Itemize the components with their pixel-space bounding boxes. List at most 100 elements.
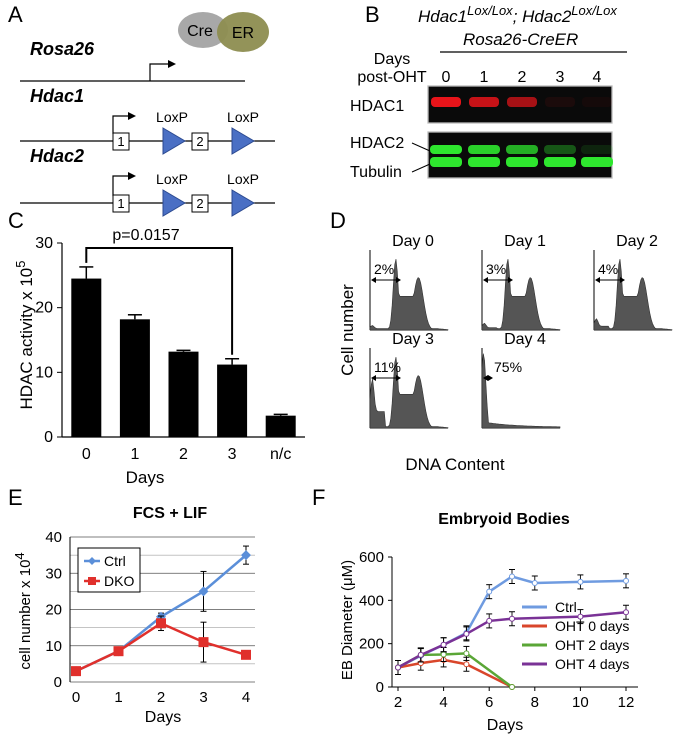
panel-b: B Hdac1Lox/Lox; Hdac2Lox/Lox Rosa26-CreE… [350,2,627,181]
hdac2-band-lane-2 [506,145,538,154]
f-legend-label-1: OHT 0 days [555,618,629,634]
c-bar-3 [217,364,248,437]
f-point [463,630,470,637]
hdac2-band-lane-1 [468,145,500,154]
panel-f: F Embryoid Bodies Days EB Diameter (μM) … [312,485,638,734]
f-point [440,641,447,648]
f-x-tick-label-6: 6 [485,694,493,711]
hdac2-pointer [411,142,431,152]
hdac2-loxp2-triangle [231,189,255,217]
d-subg1-pct-4: 11% [374,359,401,375]
f-point [463,661,470,668]
f-point [509,684,515,690]
f-point [623,609,629,616]
c-y-tick-label: 0 [44,429,53,446]
hdac1-promoter-arrow [112,115,128,134]
hdac1-gene-label: Hdac1 [30,86,84,106]
e-y-tick-label: 20 [45,602,62,619]
c-bar-n/c [265,415,296,437]
panel-d: D Cell number DNA Content Day 0 2% Day 1 3%… [330,208,673,474]
lane-label-2: 2 [518,69,527,86]
er-label: ER [232,25,254,42]
c-bar-1 [119,319,150,437]
f-y-tick-label: 0 [376,679,384,696]
hdac1-loxp2-triangle [231,127,255,155]
e-title: FCS + LIF [133,505,207,522]
hdac1-band-lane-1 [469,97,499,107]
f-x-tick-label-10: 10 [572,694,589,711]
f-title: Embryoid Bodies [438,511,570,528]
c-y-tick-label: 30 [35,235,53,252]
d-subg1-arrowhead-left [483,375,488,381]
f-y-tick-label: 400 [359,592,384,609]
panel-a-label: A [8,2,23,27]
lane-labels: 0 1 2 3 4 [442,69,602,86]
d-subg1-arrowhead-left [371,277,376,283]
e-x-tick-label-1: 1 [114,689,122,706]
e-legend-label-ctrl: Ctrl [104,553,126,569]
c-bar-2 [168,351,199,437]
hdac1-blot-label: HDAC1 [350,98,404,115]
genotype-hdac2: Hdac2 [522,7,572,26]
c-x-tick-label-0: 0 [82,446,91,463]
hdac2-arrowhead [128,172,136,180]
f-y-tick-label: 600 [359,549,384,566]
hdac2-band-lane-3 [544,145,576,154]
d-subg1-arrowhead-left [595,277,600,283]
e-y-tick-label: 10 [45,638,62,655]
f-point [395,664,401,671]
d-subg1-arrowhead-right [620,277,625,283]
genotype-hdac1: Hdac1 [418,7,467,26]
e-point-ctrl [241,550,251,561]
panel-d-label: D [330,208,346,233]
f-x-tick-label-12: 12 [618,694,635,711]
hdac1-band-lane-4 [582,97,612,107]
f-point [577,613,584,620]
d-histogram-2 [481,259,561,331]
panel-e: E FCS + LIF Days cell number x 104 01020… [8,485,255,726]
lane-label-0: 0 [442,69,451,86]
c-x-axis-label: Days [126,468,165,487]
e-x-tick-label-2: 2 [157,689,165,706]
f-legend-label-0: Ctrl [555,599,577,615]
c-x-tick-label-3: 3 [228,446,237,463]
hdac2-gene-label: Hdac2 [30,146,84,166]
post-oht-label: post-OHT [357,69,427,86]
panel-f-label: F [312,485,325,510]
genotype-sup1: Lox/Lox [467,3,513,18]
hdac2-promoter-arrow [112,175,128,196]
d-subg1-arrowhead-right [488,375,493,381]
hdac1-exon2 [191,132,209,151]
c-y-tick-label: 20 [35,300,53,317]
e-y-axis-label-sup: 4 [12,552,27,559]
f-point [509,615,515,622]
e-point-dko [241,649,251,660]
d-subg1-pct-2: 3% [486,261,506,277]
c-bar-0 [71,278,102,437]
panel-c-label: C [8,208,24,233]
hdac2-tubulin-bands [430,145,613,167]
f-legend-label-2: OHT 2 days [555,637,629,653]
f-series-line-oht-4-days [397,611,627,669]
hdac2-band-lane-4 [581,145,613,154]
lane-label-1: 1 [480,69,489,86]
panel-e-label: E [8,485,23,510]
c-x-tick-label-1: 1 [130,446,139,463]
e-x-tick-label-0: 0 [72,689,80,706]
e-x-tick-label-3: 3 [199,689,207,706]
hdac1-exon1-label: 1 [117,134,124,149]
c-x-tick-label-n/c: n/c [270,446,291,463]
f-point [623,577,629,584]
f-point [440,651,447,658]
e-legend-marker-ctrl [88,557,96,565]
e-y-axis-label: cell number x 104 [12,552,34,669]
hdac1-arrowhead [128,112,136,120]
d-subg1-arrowhead-right [508,277,513,283]
cre-ellipse [178,12,228,48]
cre-label: Cre [187,23,213,40]
lane-label-3: 3 [556,69,565,86]
hdac2-blot-label: HDAC2 [350,135,404,152]
f-x-axis-label: Days [487,717,523,734]
driver-label: Rosa26-CreER [463,30,578,49]
lane-label-4: 4 [593,69,602,86]
